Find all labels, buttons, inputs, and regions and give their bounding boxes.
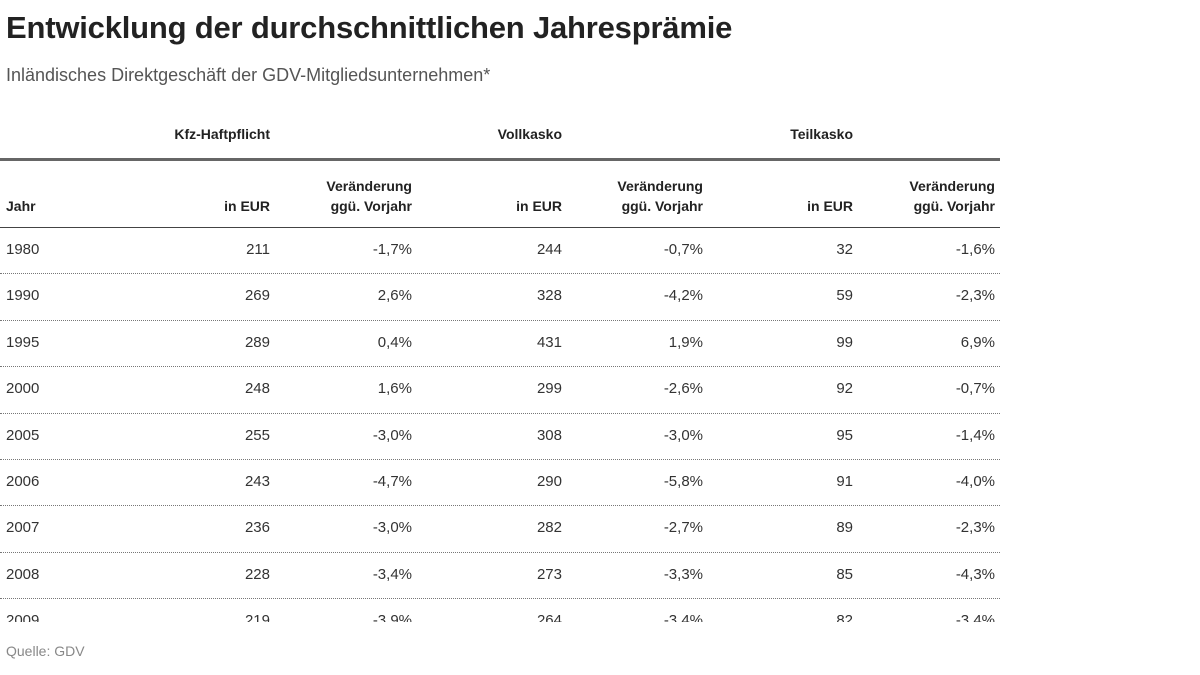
column-header: Veränderung ggü. Vorjahr	[909, 178, 995, 214]
table-cell: 243	[244, 473, 270, 490]
table-cell: 308	[536, 426, 562, 444]
table-cell: -5,8%	[663, 473, 703, 490]
column-header: Veränderung ggü. Vorjahr	[326, 178, 412, 214]
table-row: 2000 248 1,6% 299 -2,6% 92 -0,7%	[0, 367, 1000, 414]
table-row: 1990 269 2,6% 328 -4,2% 59 -2,3%	[0, 274, 1000, 321]
table-cell: 2007	[6, 519, 40, 537]
table-cell: 299	[536, 380, 562, 398]
table-cell: 1990	[6, 287, 40, 305]
group-header: Teilkasko	[790, 126, 853, 142]
table-cell: -3,4%	[372, 565, 412, 583]
table-cell: -3,0%	[372, 519, 412, 537]
table-cell: -3,4%	[663, 612, 703, 622]
table-cell: -3,0%	[372, 426, 412, 444]
table-cell: 244	[536, 241, 562, 258]
table-cell: 82	[836, 612, 853, 622]
table-cell: 99	[836, 333, 853, 351]
table-cell: 211	[246, 241, 270, 258]
table-cell: -4,7%	[372, 473, 412, 490]
table-cell: 264	[536, 612, 562, 622]
table-cell: -3,3%	[663, 565, 703, 583]
table-cell: -0,7%	[955, 380, 995, 398]
column-header: in EUR	[807, 198, 853, 214]
column-header: Veränderung ggü. Vorjahr	[617, 178, 703, 214]
table-cell: 91	[836, 473, 853, 490]
table-body: 1980 211 -1,7% 244 -0,7% 32 -1,6% 1990 269 2,6% 32…	[0, 228, 1000, 622]
table-cell: -1,4%	[955, 426, 995, 444]
table-cell: 0,4%	[377, 333, 412, 351]
title: Entwicklung der durchschnittlichen Jahre…	[6, 10, 733, 45]
table-row: 2009 219 -3,9% 264 -3,4% 82 -3,4%	[0, 599, 1000, 622]
table-cell: 255	[244, 426, 270, 444]
table-cell: 328	[536, 287, 562, 305]
table-cell: -4,2%	[663, 287, 703, 305]
table-cell: 282	[536, 519, 562, 537]
table-cell: 290	[536, 473, 562, 490]
table-cell: 2009	[6, 612, 40, 622]
table-cell: 269	[244, 287, 270, 305]
table-cell: -2,3%	[955, 519, 995, 537]
table-cell: 85	[836, 565, 853, 583]
table-cell: 1995	[6, 333, 40, 351]
table-cell: -4,3%	[955, 565, 995, 583]
table-cell: -3,9%	[372, 612, 412, 622]
table-cell: 1,6%	[377, 380, 412, 398]
column-header: Jahr	[6, 198, 36, 214]
table-cell: 59	[836, 287, 853, 305]
table-cell: 92	[836, 380, 853, 398]
table-cell: 228	[244, 565, 270, 583]
table-cell: 1,9%	[668, 333, 703, 351]
table-row: 2008 228 -3,4% 273 -3,3% 85 -4,3%	[0, 553, 1000, 600]
table-cell: -3,0%	[663, 426, 703, 444]
table-cell: 273	[536, 565, 562, 583]
table-cell: 1980	[6, 241, 40, 258]
group-header: Vollkasko	[497, 126, 562, 142]
table-cell: -2,3%	[955, 287, 995, 305]
table-row: 1980 211 -1,7% 244 -0,7% 32 -1,6%	[0, 228, 1000, 275]
table-cell: 32	[836, 241, 853, 258]
table-cell: -3,4%	[955, 612, 995, 622]
group-header: Kfz-Haftpflicht	[174, 126, 270, 142]
table-cell: -4,0%	[955, 473, 995, 490]
table-cell: 236	[244, 519, 270, 537]
table-cell: 2000	[6, 380, 40, 398]
column-header: in EUR	[224, 198, 270, 214]
source: Quelle: GDV	[6, 643, 85, 659]
table-cell: -0,7%	[663, 241, 703, 258]
table-cell: 6,9%	[960, 333, 995, 351]
table-cell: -1,6%	[955, 241, 995, 258]
table-row: 2007 236 -3,0% 282 -2,7% 89 -2,3%	[0, 506, 1000, 553]
table-cell: 89	[836, 519, 853, 537]
table-cell: 248	[244, 380, 270, 398]
header-rule	[0, 158, 1000, 161]
table-cell: 2008	[6, 565, 40, 583]
table-cell: -2,6%	[663, 380, 703, 398]
column-header-rule	[0, 227, 1000, 228]
column-header: in EUR	[516, 198, 562, 214]
table-row: 2006 243 -4,7% 290 -5,8% 91 -4,0%	[0, 460, 1000, 507]
subtitle: Inländisches Direktgeschäft der GDV-Mitg…	[6, 65, 491, 85]
table-row: 2005 255 -3,0% 308 -3,0% 95 -1,4%	[0, 414, 1000, 460]
table-cell: 219	[244, 612, 270, 622]
table-cell: 2,6%	[377, 287, 412, 305]
table-cell: 431	[536, 333, 562, 351]
table-cell: 289	[244, 333, 270, 351]
table-cell: 2006	[6, 473, 40, 490]
table-cell: 95	[836, 426, 853, 444]
table-cell: -1,7%	[372, 241, 412, 258]
table-cell: 2005	[6, 426, 40, 444]
table-row: 1995 289 0,4% 431 1,9% 99 6,9%	[0, 321, 1000, 368]
table-cell: -2,7%	[663, 519, 703, 537]
